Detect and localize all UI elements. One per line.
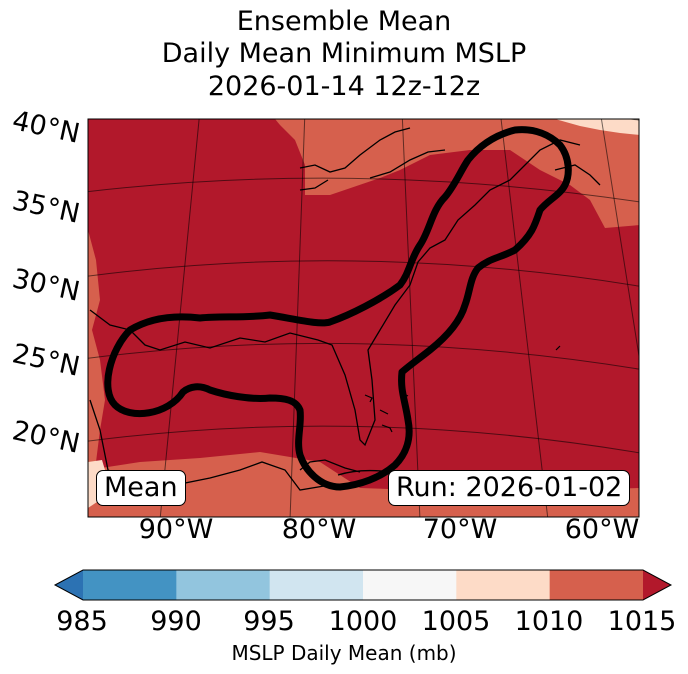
lon-label-70w: 70°W: [422, 514, 498, 545]
mean-label-box: Mean: [96, 470, 186, 506]
colorbar: [53, 569, 673, 601]
colorbar-tick-995: 995: [243, 606, 295, 637]
title-line-1: Ensemble Mean: [236, 6, 452, 37]
lon-label-90w: 90°W: [138, 514, 214, 545]
title-line-2: Daily Mean Minimum MSLP: [161, 38, 527, 69]
colorbar-segment: [549, 570, 644, 600]
colorbar-tick-1010: 1010: [514, 606, 584, 637]
title-line-3: 2026-01-14 12z-12z: [207, 71, 481, 102]
colorbar-outline: [53, 569, 673, 601]
field-1005-1010-west: [88, 230, 105, 480]
lon-label-60w: 60°W: [564, 514, 640, 545]
colorbar-extend-high: [643, 570, 671, 600]
colorbar-segment: [176, 570, 271, 600]
map-frame: [87, 118, 640, 518]
colorbar-segment: [456, 570, 551, 600]
colorbar-tick-985: 985: [56, 606, 108, 637]
colorbar-segment: [269, 570, 364, 600]
colorbar-tick-1000: 1000: [328, 606, 398, 637]
colorbar-tick-1015: 1015: [607, 606, 677, 637]
mslp-contour: [104, 126, 572, 491]
colorbar-tick-990: 990: [150, 606, 202, 637]
field-1000-1005-ne: [555, 119, 639, 135]
colorbar-extend-low: [55, 570, 83, 600]
map-area: [88, 119, 639, 517]
colorbar-label: MSLP Daily Mean (mb): [231, 641, 457, 665]
lon-label-80w: 80°W: [281, 514, 357, 545]
colorbar-segment: [363, 570, 457, 600]
run-label-box: Run: 2026-01-02: [388, 470, 631, 506]
colorbar-tick-1005: 1005: [421, 606, 491, 637]
colorbar-segment: [83, 570, 177, 600]
graticule: [88, 119, 639, 517]
